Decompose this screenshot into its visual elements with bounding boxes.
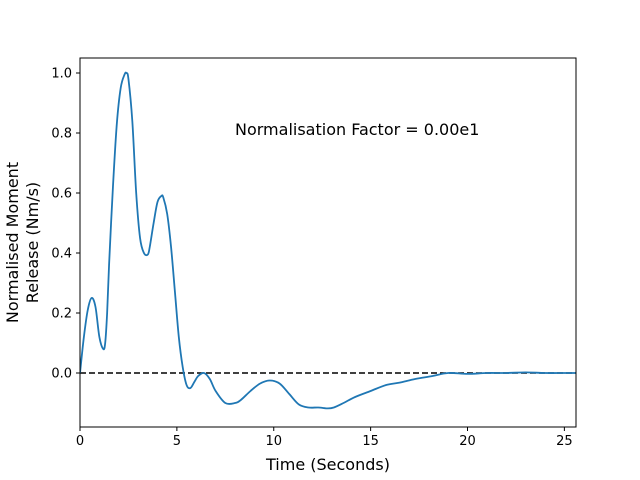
x-tick-label: 5 [173,434,181,449]
y-tick-label: 0.0 [51,367,72,382]
y-axis-label-line-1: Normalised Moment [3,162,22,323]
normalisation-factor-annotation: Normalisation Factor = 0.00e1 [235,120,479,139]
x-tick-label: 15 [362,434,379,449]
plot-area: 0 5 10 15 20 25 0.0 0.2 0.4 0.6 0.8 1.0 [51,57,577,449]
y-tick-label: 0.8 [51,127,72,142]
y-tick-label: 0.4 [51,247,72,262]
x-tick-label: 0 [76,434,84,449]
x-tick-label: 10 [265,434,282,449]
plot-frame [79,57,577,428]
y-tick-label: 0.6 [51,187,72,202]
x-tick-label: 25 [556,434,573,449]
x-axis-label: Time (Seconds) [265,455,390,474]
y-tick-label: 0.2 [51,307,72,322]
y-tick-label: 1.0 [51,67,72,82]
x-tick-label: 20 [459,434,476,449]
moment-release-series-line [80,71,576,410]
y-axis-label-line-2: Release (Nm/s) [23,182,42,303]
